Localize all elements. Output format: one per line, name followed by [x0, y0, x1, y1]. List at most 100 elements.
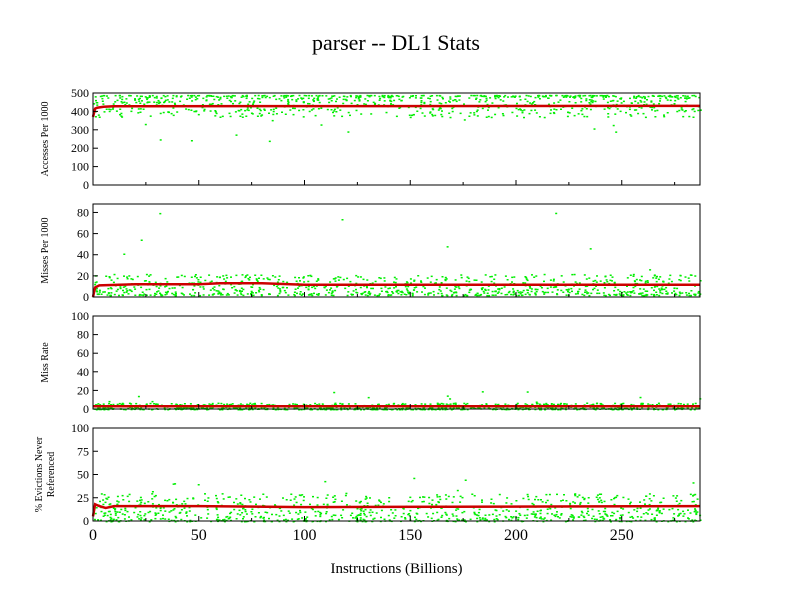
scatter-point: [453, 288, 456, 290]
scatter-point: [235, 134, 238, 136]
scatter-point: [455, 407, 458, 409]
scatter-point: [570, 516, 573, 518]
scatter-point: [682, 115, 685, 118]
scatter-point: [360, 500, 362, 503]
scatter-point: [654, 110, 657, 112]
scatter-point: [420, 280, 422, 282]
scatter-point: [297, 513, 300, 515]
scatter-point: [97, 114, 100, 116]
scatter-point: [441, 276, 444, 278]
scatter-point: [590, 100, 593, 103]
scatter-point: [314, 287, 317, 290]
scatter-point: [438, 408, 441, 411]
scatter-point: [640, 279, 643, 282]
y-tick-label: 0: [83, 178, 89, 192]
scatter-point: [456, 489, 459, 492]
scatter-point: [689, 409, 692, 411]
scatter-point: [133, 511, 136, 514]
scatter-point: [650, 518, 653, 521]
scatter-point: [263, 519, 266, 521]
scatter-point: [598, 501, 601, 503]
scatter-point: [138, 293, 141, 296]
scatter-point: [591, 517, 594, 520]
scatter-point: [360, 508, 363, 510]
scatter-point: [287, 100, 290, 102]
scatter-point: [204, 493, 206, 495]
scatter-point: [639, 288, 642, 290]
scatter-point: [312, 495, 314, 498]
scatter-point: [463, 103, 465, 105]
scatter-point: [515, 403, 518, 406]
scatter-point: [644, 280, 647, 283]
scatter-point: [100, 519, 102, 521]
scatter-point: [530, 290, 533, 293]
plot-frame: [92, 203, 701, 298]
scatter-point: [134, 294, 137, 296]
scatter-point: [380, 501, 382, 504]
scatter-point: [510, 96, 513, 98]
scatter-point: [504, 275, 507, 277]
scatter-point: [526, 100, 529, 103]
scatter-point: [510, 503, 513, 505]
scatter-point: [240, 520, 243, 523]
scatter-point: [640, 275, 643, 278]
scatter-point: [479, 519, 482, 521]
scatter-point: [517, 291, 520, 294]
scatter-point: [564, 94, 567, 97]
scatter-point: [142, 108, 145, 110]
scatter-point: [413, 289, 416, 291]
scatter-point: [519, 291, 522, 293]
scatter-point: [577, 290, 580, 293]
scatter-point: [404, 518, 407, 520]
scatter-point: [103, 494, 106, 496]
scatter-point: [248, 101, 251, 103]
scatter-point: [305, 95, 308, 97]
scatter-point: [427, 408, 430, 411]
scatter-point: [259, 101, 262, 103]
scatter-point: [110, 287, 113, 290]
scatter-point: [335, 409, 338, 411]
scatter-point: [219, 116, 222, 118]
scatter-point: [100, 408, 103, 411]
scatter-point: [653, 293, 656, 296]
scatter-point: [265, 496, 268, 498]
scatter-point: [391, 408, 394, 411]
scatter-point: [582, 407, 584, 409]
scatter-point: [695, 512, 698, 514]
scatter-point: [630, 520, 633, 523]
scatter-point: [649, 269, 652, 271]
scatter-point: [323, 407, 326, 410]
scatter-point: [268, 293, 271, 295]
scatter-point: [567, 111, 570, 114]
scatter-point: [189, 293, 191, 295]
scatter-point: [164, 518, 167, 520]
scatter-point: [220, 402, 223, 405]
scatter-point: [644, 97, 646, 100]
scatter-point: [123, 514, 126, 516]
scatter-point: [650, 500, 653, 502]
scatter-point: [162, 514, 164, 516]
scatter-point: [102, 291, 105, 293]
scatter-point: [433, 294, 435, 296]
scatter-point: [592, 407, 595, 409]
scatter-point: [512, 290, 515, 292]
scatter-point: [583, 115, 586, 118]
scatter-point: [458, 95, 461, 97]
scatter-point: [674, 497, 677, 499]
scatter-point: [677, 98, 680, 100]
scatter-point: [149, 510, 152, 513]
scatter-point: [242, 516, 245, 518]
scatter-point: [299, 291, 302, 293]
scatter-point: [663, 95, 666, 97]
scatter-point: [110, 404, 112, 406]
scatter-point: [458, 519, 461, 521]
scatter-point: [491, 102, 494, 104]
scatter-point: [639, 279, 641, 281]
scatter-point: [455, 509, 458, 511]
scatter-point: [220, 103, 223, 105]
scatter-point: [430, 275, 433, 278]
scatter-point: [164, 291, 167, 294]
scatter-point: [598, 493, 601, 495]
scatter-point: [438, 102, 441, 104]
scatter-point: [605, 513, 608, 516]
